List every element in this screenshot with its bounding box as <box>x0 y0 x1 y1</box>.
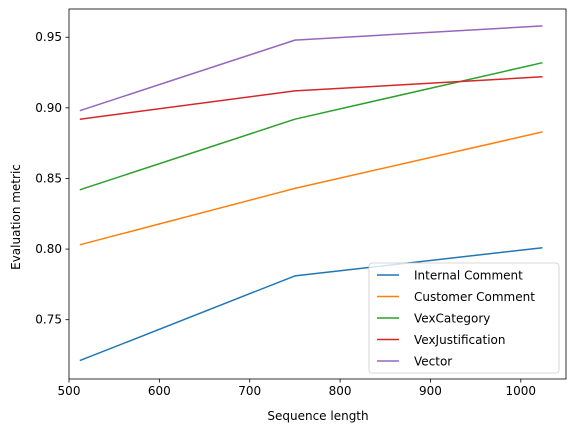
x-tick-label: 500 <box>58 384 81 398</box>
x-tick-label: 1000 <box>506 384 537 398</box>
legend-label-4: Vector <box>414 355 452 369</box>
y-axis: 0.75 0.80 0.85 0.90 0.95 <box>35 30 69 327</box>
x-tick-label: 600 <box>148 384 171 398</box>
y-tick-label: 0.95 <box>35 30 62 44</box>
series-line-3 <box>79 76 543 120</box>
y-tick-label: 0.75 <box>35 313 62 327</box>
plot-frame <box>68 8 567 380</box>
x-tick-label: 900 <box>419 384 442 398</box>
legend-label-1: Customer Comment <box>414 290 535 304</box>
series-line-0 <box>79 246 543 362</box>
y-axis-label: Evaluation metric <box>9 164 23 270</box>
series-line-2 <box>79 61 543 191</box>
y-tick-label: 0.80 <box>35 242 62 256</box>
y-tick-label: 0.90 <box>35 101 62 115</box>
x-axis: 500 600 700 800 900 1000 <box>58 379 537 398</box>
legend-label-0: Internal Comment <box>414 269 523 283</box>
y-tick-label: 0.85 <box>35 171 62 185</box>
legend: Internal Comment Customer Comment VexCateg… <box>368 262 560 374</box>
legend-box <box>368 262 560 374</box>
x-tick-label: 800 <box>329 384 352 398</box>
x-tick-label: 700 <box>238 384 261 398</box>
legend-label-3: VexJustification <box>414 333 505 347</box>
legend-label-2: VexCategory <box>414 312 490 326</box>
series-line-4 <box>79 25 543 112</box>
plot-lines <box>79 25 543 362</box>
series-line-1 <box>79 131 543 246</box>
x-axis-label: Sequence length <box>267 409 368 423</box>
